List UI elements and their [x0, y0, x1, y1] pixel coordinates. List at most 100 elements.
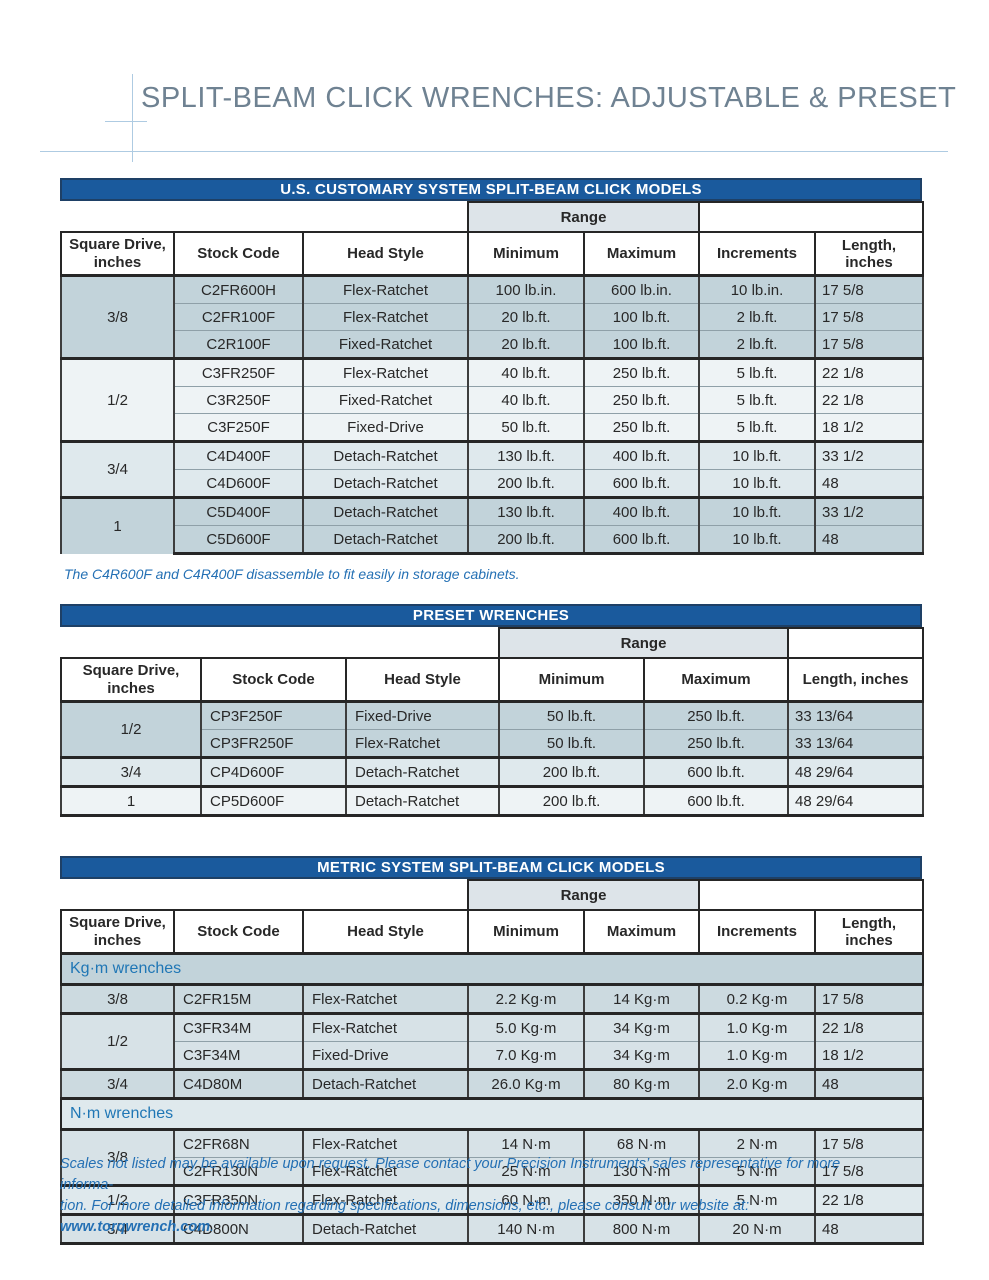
cell-min: 7.0 Kg·m	[467, 1041, 585, 1070]
cell-inc: 2 lb.ft.	[698, 303, 816, 331]
cell-stock: C3R250F	[173, 386, 304, 414]
cell-max: 250 lb.ft.	[643, 729, 789, 758]
cell-min: 130 lb.ft.	[467, 496, 585, 526]
website-link[interactable]: www.torqwrench.com	[60, 1219, 211, 1236]
cell-stock: C3F34M	[173, 1041, 304, 1070]
cell-min: 60 N·m	[467, 1184, 585, 1215]
cell-inc: 20 N·m	[698, 1213, 816, 1245]
cell-head: Detach-Ratchet	[302, 440, 469, 470]
cell-stock: C4D80M	[173, 1068, 304, 1099]
cell-min: 40 lb.ft.	[467, 386, 585, 414]
cell-min: 14 N·m	[467, 1128, 585, 1158]
column-header-min: Minimum	[467, 909, 585, 955]
table-row: 1/2 C3FR250F Flex-Ratchet 40 lb.ft. 250 lb.f…	[60, 357, 924, 442]
cell-min: 200 lb.ft.	[498, 785, 645, 817]
cell-head: Fixed-Ratchet	[302, 386, 469, 414]
table-row: 3/4 C4D800N Detach-Ratchet 140 N·m 800 N·m 20…	[60, 1213, 924, 1245]
cell-min: 50 lb.ft.	[467, 413, 585, 442]
cell-inc: 10 lb.ft.	[698, 440, 816, 470]
cell-len: 17 5/8	[814, 274, 924, 304]
column-header-stock: Stock Code	[173, 231, 304, 277]
column-header-head: Head Style	[302, 231, 469, 277]
table-section-2: METRIC SYSTEM SPLIT-BEAM CLICK MODELS Ran…	[60, 856, 924, 1245]
cell-stock: C4D800N	[173, 1213, 304, 1245]
cell-inc: 5 N·m	[698, 1184, 816, 1215]
cell-stock: CP3F250F	[200, 700, 347, 730]
column-header-len: Length, inches	[787, 657, 924, 703]
cell-stock: C5D600F	[173, 525, 304, 555]
table-section-1: PRESET WRENCHES Range Square Drive, inches…	[60, 604, 924, 817]
table-row: C3F250F Fixed-Drive 50 lb.ft. 250 lb.ft. 5 l…	[61, 413, 924, 442]
cell-drive: 3/4	[60, 756, 202, 787]
table-row: C2FR130N Flex-Ratchet 25 N·m 130 N·m 5 N·m 17…	[61, 1157, 924, 1186]
cell-drive: 1	[60, 785, 202, 817]
cell-stock: C3FR350N	[173, 1184, 304, 1215]
cell-len: 17 5/8	[814, 1157, 924, 1186]
cell-min: 2.2 Kg·m	[467, 983, 585, 1014]
cell-head: Flex-Ratchet	[302, 357, 469, 387]
cell-stock: C3F250F	[173, 413, 304, 442]
footer-note: Scales not listed may be available upon …	[60, 1154, 884, 1238]
cell-inc: 10 lb.in.	[698, 274, 816, 304]
cell-head: Flex-Ratchet	[302, 303, 469, 331]
cell-max: 800 N·m	[583, 1213, 700, 1245]
column-header-row: Square Drive, inches Stock Code Head Style…	[60, 231, 924, 277]
column-header-head: Head Style	[302, 909, 469, 955]
cell-stock: C2FR15M	[173, 983, 304, 1014]
section-label: Kg·m wrenches	[60, 952, 924, 986]
cell-len: 33 13/64	[787, 700, 924, 730]
section-label: N·m wrenches	[60, 1097, 924, 1131]
column-header-max: Maximum	[583, 231, 700, 277]
column-header-row: Square Drive, inches Stock Code Head Style…	[60, 909, 924, 955]
table-row: 1 CP5D600F Detach-Ratchet 200 lb.ft. 600 lb.…	[60, 785, 924, 817]
table-row: 1/2 C3FR350N Flex-Ratchet 60 N·m 350 N·m 5 N·…	[60, 1184, 924, 1215]
cell-max: 100 lb.ft.	[583, 330, 700, 359]
cell-inc: 1.0 Kg·m	[698, 1041, 816, 1070]
footer-line1: Scales not listed may be available upon …	[60, 1156, 841, 1194]
cell-max: 600 lb.ft.	[643, 785, 789, 817]
cell-len: 22 1/8	[814, 1012, 924, 1042]
cell-min: 50 lb.ft.	[498, 729, 645, 758]
table-row: C2R100F Fixed-Ratchet 20 lb.ft. 100 lb.ft. 2…	[61, 330, 924, 359]
cell-max: 250 lb.ft.	[643, 700, 789, 730]
column-header-inc: Increments	[698, 909, 816, 955]
cell-len: 17 5/8	[814, 303, 924, 331]
cell-head: Detach-Ratchet	[302, 496, 469, 526]
cell-inc: 10 lb.ft.	[698, 496, 816, 526]
column-header-max: Maximum	[583, 909, 700, 955]
cell-min: 5.0 Kg·m	[467, 1012, 585, 1042]
cell-inc: 10 lb.ft.	[698, 525, 816, 555]
cell-head: Flex-Ratchet	[302, 1128, 469, 1158]
table-row: 3/4 C4D400F Detach-Ratchet 130 lb.ft. 400 lb…	[60, 440, 924, 498]
cell-stock: C5D400F	[173, 496, 304, 526]
cell-max: 14 Kg·m	[583, 983, 700, 1014]
cell-stock: CP5D600F	[200, 785, 347, 817]
cell-head: Detach-Ratchet	[302, 469, 469, 498]
range-spacer	[61, 202, 468, 232]
table-note: The C4R600F and C4R400F disassemble to f…	[64, 566, 520, 582]
cell-drive: 1	[60, 496, 175, 554]
cell-min: 40 lb.ft.	[467, 357, 585, 387]
cell-len: 33 13/64	[787, 729, 924, 758]
spec-table: Range Square Drive, inches Stock Code Head …	[60, 201, 924, 555]
table-row: CP3FR250F Flex-Ratchet 50 lb.ft. 250 lb.ft.…	[61, 729, 924, 758]
range-header-cell: Range	[498, 627, 789, 659]
cell-drive: 1/2	[60, 700, 202, 758]
range-spacer	[61, 880, 468, 910]
cell-stock: C2FR130N	[173, 1157, 304, 1186]
table-row: 3/8 C2FR600H Flex-Ratchet 100 lb.in. 600 lb.…	[60, 274, 924, 359]
cell-max: 350 N·m	[583, 1184, 700, 1215]
column-header-len: Length, inches	[814, 909, 924, 955]
column-header-row: Square Drive, inches Stock Code Head Style…	[60, 657, 924, 703]
cell-head: Flex-Ratchet	[302, 1184, 469, 1215]
column-header-drive: Square Drive, inches	[60, 909, 175, 955]
cell-stock: C3FR250F	[173, 357, 304, 387]
table-row: 3/8 C2FR68N Flex-Ratchet 14 N·m 68 N·m 2 N·m 1…	[60, 1128, 924, 1186]
table-banner: U.S. CUSTOMARY SYSTEM SPLIT-BEAM CLICK M…	[60, 178, 922, 201]
cell-len: 17 5/8	[814, 330, 924, 359]
cell-len: 33 1/2	[814, 496, 924, 526]
cell-max: 250 lb.ft.	[583, 357, 700, 387]
cell-drive: 1/2	[60, 1012, 175, 1070]
section-label-row: N·m wrenches	[60, 1097, 924, 1131]
cell-drive: 3/4	[60, 1213, 175, 1245]
